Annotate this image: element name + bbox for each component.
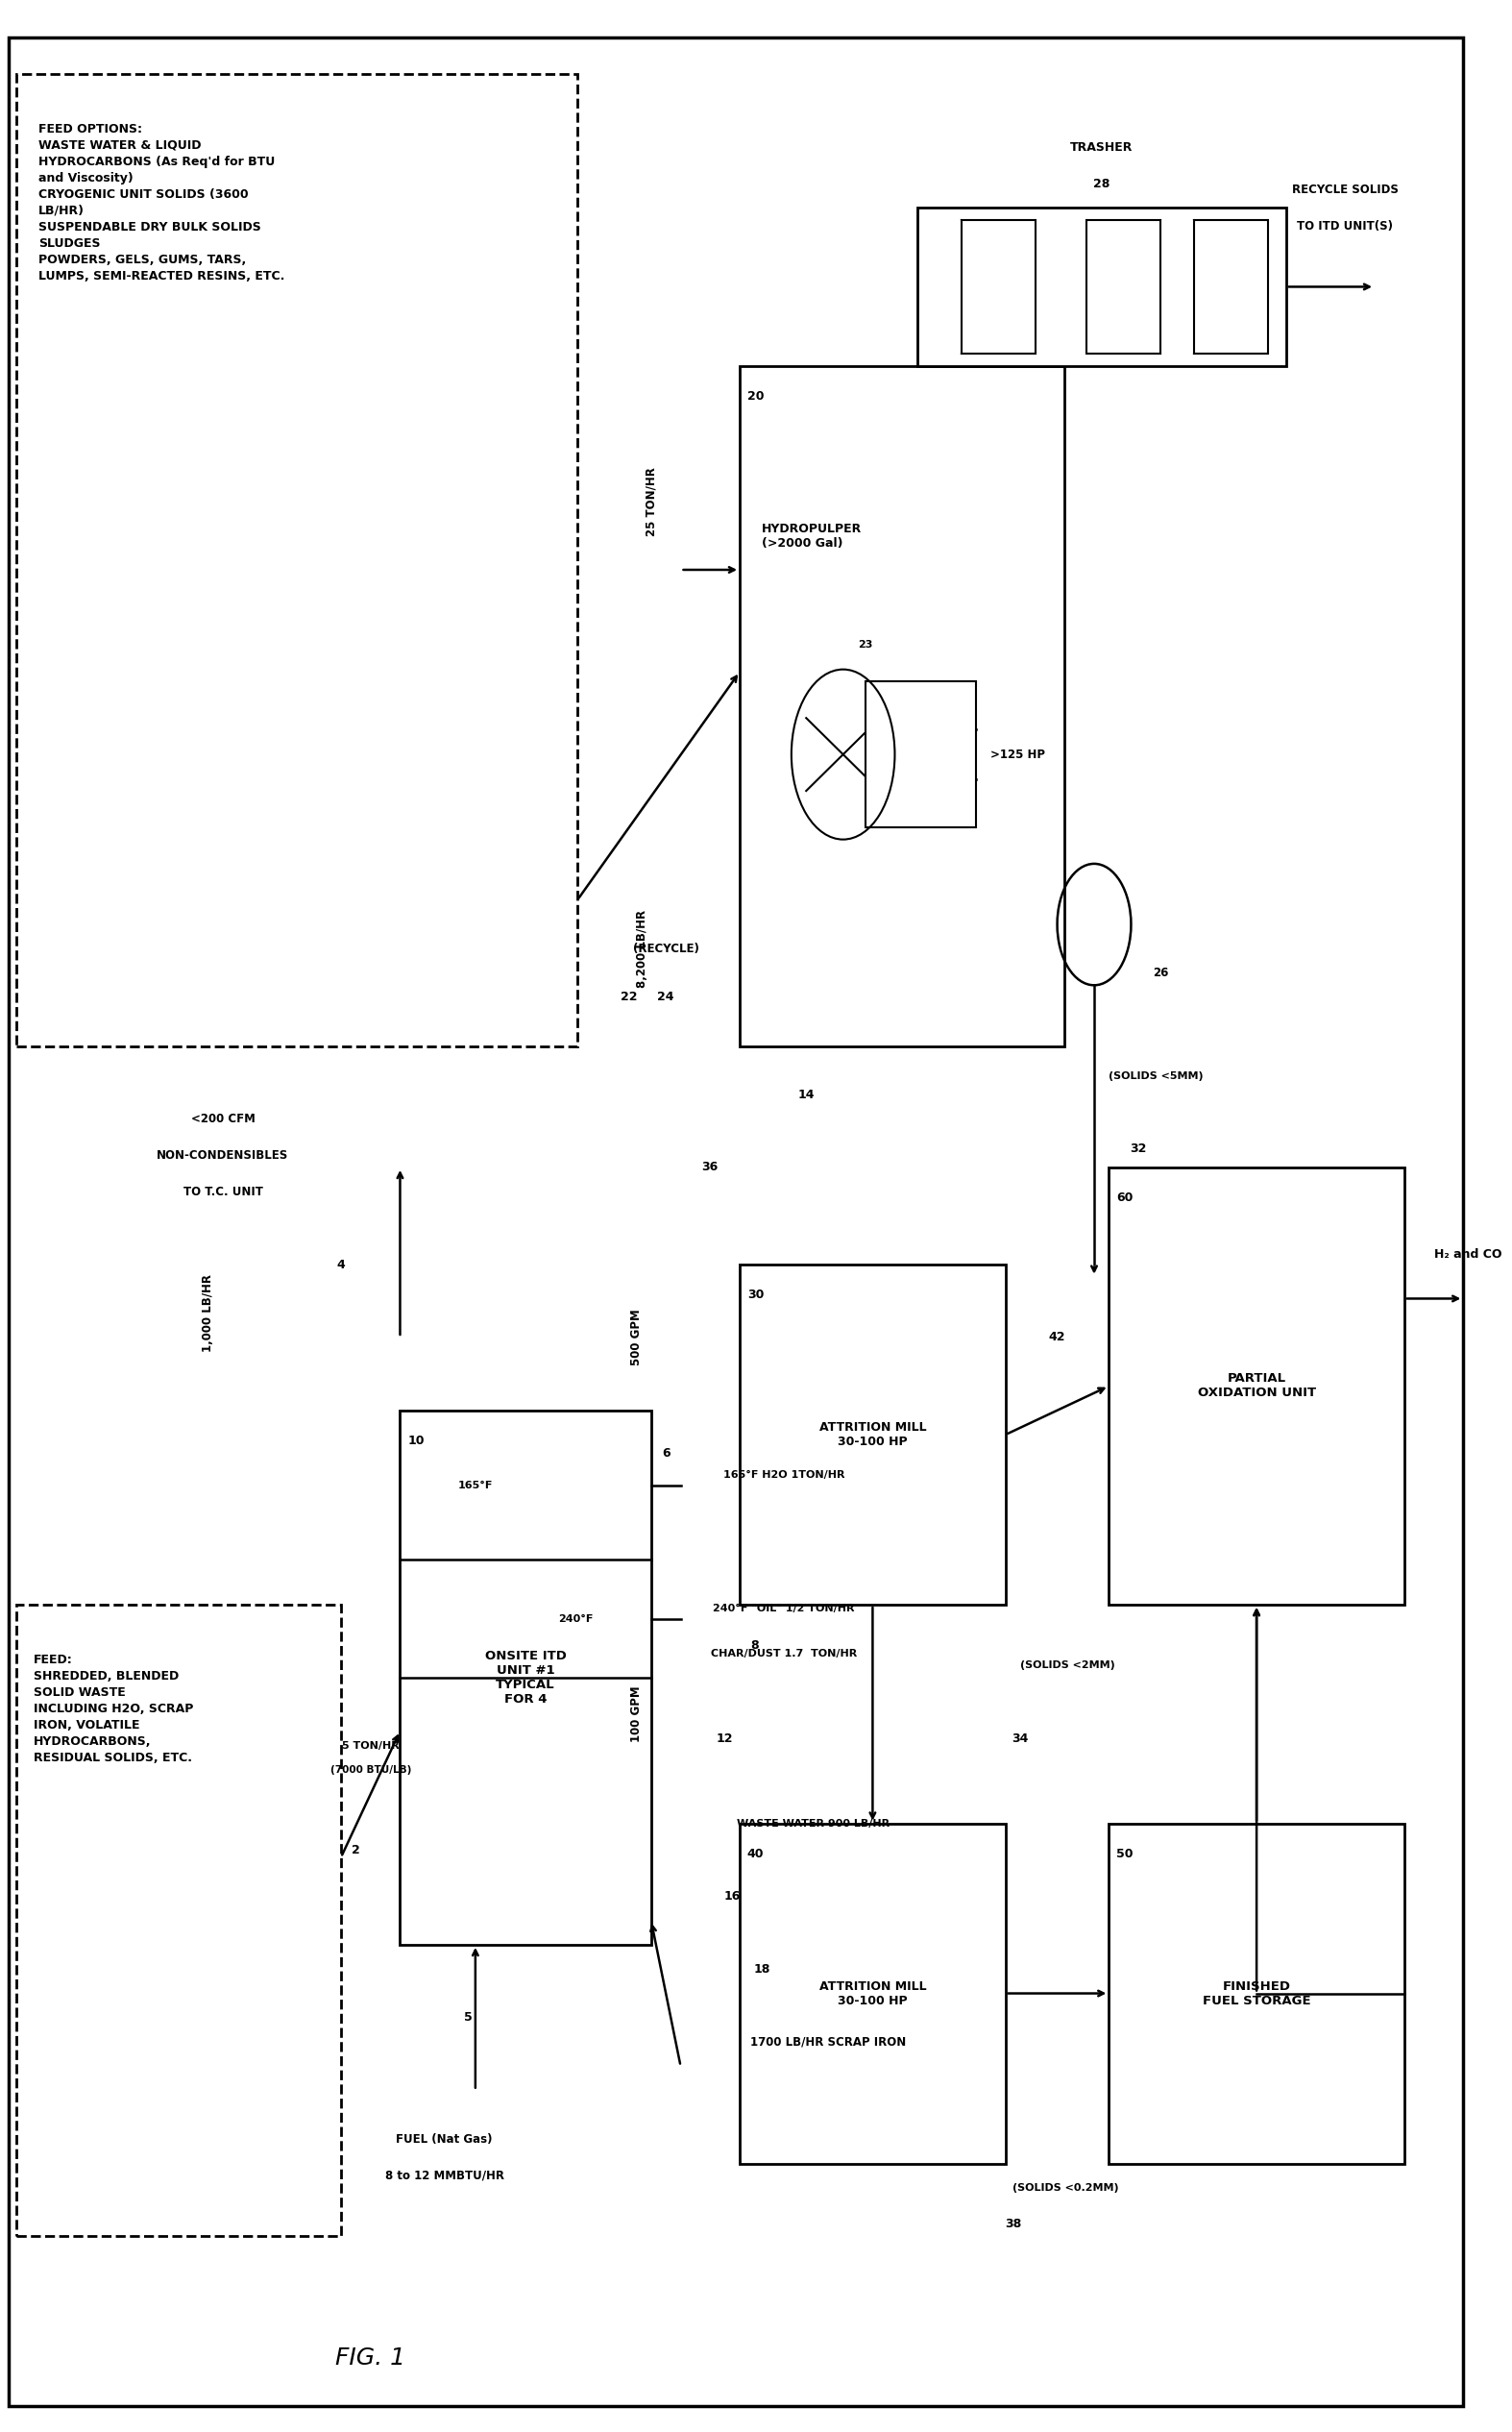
Text: 20: 20 (747, 389, 764, 404)
Text: (RECYCLE): (RECYCLE) (634, 944, 699, 956)
FancyBboxPatch shape (1194, 219, 1267, 353)
FancyBboxPatch shape (739, 1824, 1005, 2164)
Text: 23: 23 (857, 640, 872, 649)
FancyBboxPatch shape (1108, 1824, 1405, 2164)
FancyBboxPatch shape (17, 75, 578, 1046)
Text: FEED OPTIONS:
WASTE WATER & LIQUID
HYDROCARBONS (As Req'd for BTU
and Viscosity): FEED OPTIONS: WASTE WATER & LIQUID HYDRO… (38, 122, 284, 282)
Text: RECYCLE SOLIDS: RECYCLE SOLIDS (1291, 182, 1399, 197)
Text: 14: 14 (798, 1087, 815, 1102)
Text: 1700 LB/HR SCRAP IRON: 1700 LB/HR SCRAP IRON (750, 2036, 906, 2048)
Text: 25 TON/HR: 25 TON/HR (644, 467, 658, 537)
Text: >125 HP: >125 HP (990, 749, 1045, 761)
Text: 100 GPM: 100 GPM (631, 1685, 643, 1741)
FancyBboxPatch shape (401, 1411, 652, 1946)
FancyBboxPatch shape (962, 219, 1036, 353)
Text: 34: 34 (1012, 1732, 1028, 1744)
Text: 12: 12 (717, 1732, 733, 1744)
Text: 16: 16 (724, 1890, 741, 1902)
Text: 10: 10 (407, 1435, 425, 1447)
Text: ATTRITION MILL
30-100 HP: ATTRITION MILL 30-100 HP (820, 1420, 927, 1447)
FancyBboxPatch shape (865, 681, 977, 827)
Text: TO T.C. UNIT: TO T.C. UNIT (183, 1184, 263, 1199)
FancyBboxPatch shape (739, 365, 1064, 1046)
Text: NON-CONDENSIBLES: NON-CONDENSIBLES (157, 1148, 289, 1162)
Text: 18: 18 (753, 1963, 770, 1975)
Text: (SOLIDS <0.2MM): (SOLIDS <0.2MM) (1013, 2184, 1119, 2194)
Text: 5 TON/HR: 5 TON/HR (342, 1741, 399, 1751)
Text: ONSITE ITD
UNIT #1
TYPICAL
FOR 4: ONSITE ITD UNIT #1 TYPICAL FOR 4 (485, 1649, 567, 1705)
Text: 30: 30 (747, 1289, 764, 1301)
Text: WASTE WATER 900 LB/HR: WASTE WATER 900 LB/HR (738, 1819, 891, 1829)
Text: 1,000 LB/HR: 1,000 LB/HR (201, 1274, 215, 1352)
Text: 38: 38 (1004, 2218, 1021, 2230)
Text: 5: 5 (464, 2011, 472, 2023)
Text: 24: 24 (658, 992, 674, 1004)
Text: 60: 60 (1116, 1192, 1132, 1204)
Text: 165°F: 165°F (458, 1481, 493, 1491)
Text: 26: 26 (1154, 968, 1169, 980)
Text: 4: 4 (337, 1257, 345, 1272)
Text: TRASHER: TRASHER (1070, 141, 1132, 153)
Text: FIG. 1: FIG. 1 (336, 2347, 405, 2369)
FancyBboxPatch shape (1108, 1167, 1405, 1605)
Text: 40: 40 (747, 1848, 764, 1860)
Text: TO ITD UNIT(S): TO ITD UNIT(S) (1297, 219, 1393, 233)
FancyBboxPatch shape (17, 1605, 342, 2237)
Text: FUEL (Nat Gas): FUEL (Nat Gas) (396, 2133, 493, 2145)
Text: 32: 32 (1129, 1143, 1146, 1155)
Text: 36: 36 (702, 1160, 718, 1175)
Text: 8 to 12 MMBTU/HR: 8 to 12 MMBTU/HR (386, 2169, 503, 2182)
Text: 8,200 LB/HR: 8,200 LB/HR (637, 910, 649, 987)
FancyBboxPatch shape (916, 207, 1287, 365)
Text: 240°F "OIL" 1/2 TON/HR: 240°F "OIL" 1/2 TON/HR (714, 1603, 854, 1612)
Text: 8: 8 (750, 1639, 759, 1651)
Text: (SOLIDS <5MM): (SOLIDS <5MM) (1108, 1073, 1204, 1082)
Text: 28: 28 (1093, 178, 1110, 190)
Text: 6: 6 (662, 1447, 670, 1459)
Text: 22: 22 (620, 992, 638, 1004)
Text: H₂ and CO: H₂ and CO (1433, 1248, 1501, 1262)
Text: 50: 50 (1116, 1848, 1132, 1860)
Text: 240°F: 240°F (558, 1615, 593, 1625)
Text: FEED:
SHREDDED, BLENDED
SOLID WASTE
INCLUDING H2O, SCRAP
IRON, VOLATILE
HYDROCAR: FEED: SHREDDED, BLENDED SOLID WASTE INCL… (33, 1654, 194, 1763)
Text: 165°F H2O 1TON/HR: 165°F H2O 1TON/HR (723, 1469, 845, 1479)
FancyBboxPatch shape (1087, 219, 1161, 353)
Text: FINISHED
FUEL STORAGE: FINISHED FUEL STORAGE (1202, 1980, 1311, 2006)
Text: 2: 2 (352, 1843, 360, 1856)
Text: ATTRITION MILL
30-100 HP: ATTRITION MILL 30-100 HP (820, 1980, 927, 2006)
Text: PARTIAL
OXIDATION UNIT: PARTIAL OXIDATION UNIT (1198, 1372, 1315, 1398)
FancyBboxPatch shape (739, 1265, 1005, 1605)
Text: (7000 BTU/LB): (7000 BTU/LB) (330, 1766, 411, 1775)
Text: <200 CFM: <200 CFM (191, 1111, 256, 1126)
Text: HYDROPULPER
(>2000 Gal): HYDROPULPER (>2000 Gal) (762, 523, 862, 550)
Text: (SOLIDS <2MM): (SOLIDS <2MM) (1021, 1661, 1116, 1671)
Text: 500 GPM: 500 GPM (631, 1308, 643, 1367)
Text: CHAR/DUST 1.7  TON/HR: CHAR/DUST 1.7 TON/HR (711, 1649, 857, 1659)
Text: 42: 42 (1049, 1330, 1066, 1345)
